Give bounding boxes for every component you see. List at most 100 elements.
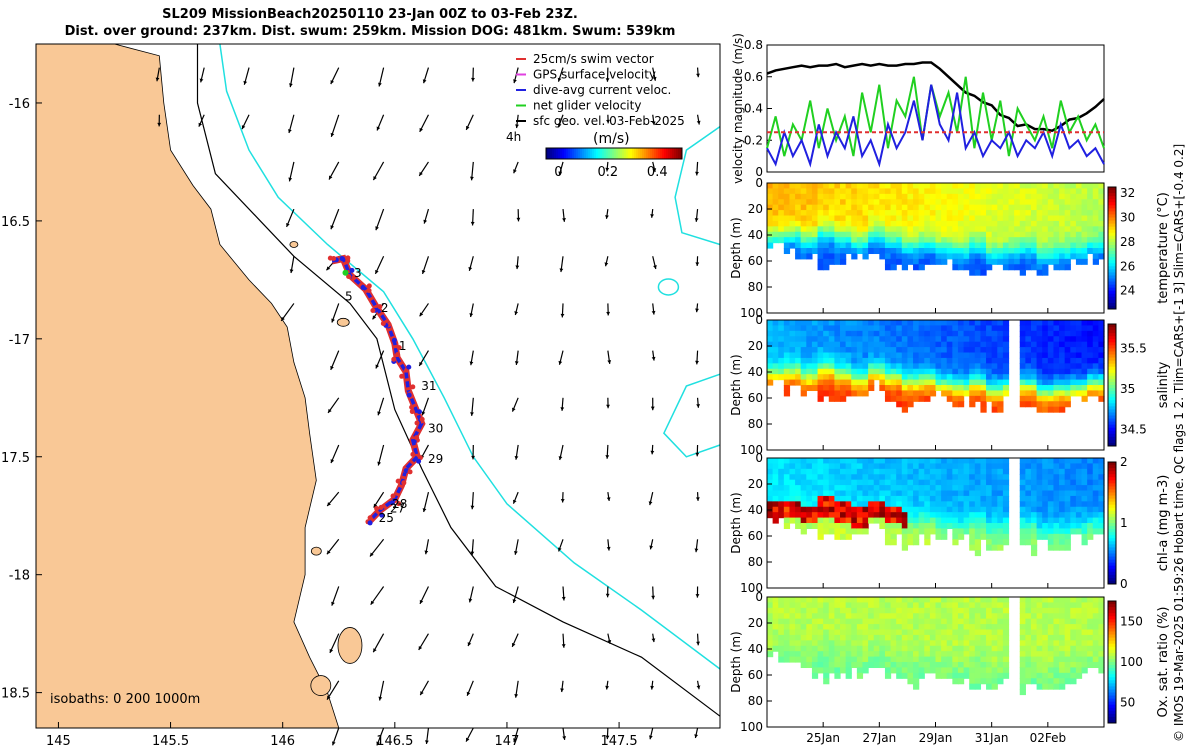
oxygen-section-cell [1019,602,1026,609]
oxygen-section-cell [851,645,858,652]
temperature-section-cell [1042,204,1049,211]
oxygen-section-cell [980,645,987,652]
temperature-section-cell [974,264,982,271]
glider-track-point [409,404,415,410]
temperature-section-cell [772,199,779,206]
isobath-1000m-offshore [674,125,721,246]
salinity-section-cell [811,385,819,392]
chlorophyll-section-cell [997,539,1004,546]
chlorophyll-section-cell [856,485,864,492]
temperature-section-cell [1092,253,1099,260]
oxygen-section-cell [795,651,802,658]
chlorophyll-section-cell [1030,528,1038,535]
salinity-section-ytick-label: 80 [748,417,763,431]
temperature-section-cell [957,199,965,206]
salinity-section-cell [924,352,931,359]
chlorophyll-section-cell [1064,463,1071,470]
geo-velocity-arrowhead [421,411,426,416]
temperature-section-cell [884,242,892,249]
salinity-section-cell [918,385,925,392]
chlorophyll-section-cell [1070,468,1077,475]
oxygen-section-cell [1087,607,1094,614]
oxygen-section-cell [856,629,864,636]
temperature-section-cell [1019,226,1026,233]
geo-velocity-arrowhead [330,225,335,230]
oxygen-section-cell [1075,640,1083,647]
salinity-section-cell [884,320,892,327]
chlorophyll-section-cell [828,512,835,519]
map-colorbar-cell [626,148,629,159]
salinity-section-cell [1030,357,1038,364]
title-line-2: Dist. over ground: 237km. Dist. swum: 25… [64,24,676,39]
salinity-section-cell [862,385,869,392]
temperature-section-cell [783,226,791,233]
salinity-section-cell [1019,347,1026,354]
salinity-section-ytick-label: 60 [748,391,763,405]
temperature-section-cell [1064,242,1071,249]
salinity-section-cell [1025,385,1032,392]
oxygen-section-cell [1053,678,1060,685]
chlorophyll-section-cell [868,479,875,486]
salinity-section-cell [840,320,847,327]
salinity-section-cell [873,368,880,375]
salinity-section-cell [1092,352,1099,359]
chlorophyll-section-cell [1047,501,1055,508]
temperature-section-cell [800,188,807,195]
temperature-section-cell [828,188,835,195]
chlorophyll-section-cell [1081,506,1088,513]
chlorophyll-section-cell [811,479,819,486]
chlorophyll-section-cell [918,523,925,530]
oxygen-section-cell [1047,618,1055,625]
map-colorbar-cell [566,148,569,159]
salinity-section-cell [986,385,993,392]
geo-velocity-arrowhead [605,167,610,172]
salinity-section-cell [840,352,847,359]
salinity-section-cell [828,325,835,332]
oxygen-section-cell [1092,656,1099,663]
temperature-section-cell [840,188,847,195]
oxygen-section-cell [1036,640,1043,647]
chlorophyll-section-cell [856,479,864,486]
chlorophyll-section-cell [997,544,1004,551]
temperature-section-cell [952,237,959,244]
chlorophyll-section-cell [1098,468,1105,475]
temperature-section-cell [991,231,998,238]
salinity-section-cell [1036,341,1043,348]
temperature-section-cell [778,188,785,195]
temperature-section-cell [946,204,953,211]
oxygen-section-cell [767,629,774,636]
oxygen-section-colorbar-cell [1108,640,1116,645]
chlorophyll-section-cell [800,512,807,519]
temperature-section-cell [1047,231,1055,238]
oxygen-section-colorbar-cell [1108,719,1116,724]
temperature-section-cell [963,183,970,190]
salinity-section-cell [946,347,953,354]
chlorophyll-section-cell [1081,468,1088,475]
temperature-section-cell [783,183,791,190]
oxygen-section-cell [828,656,835,663]
oxygen-section-cell [778,618,785,625]
salinity-section-cell [1019,374,1026,381]
temperature-section-cell [1092,188,1099,195]
temperature-section-cell [1075,237,1083,244]
salinity-section-cell [901,385,909,392]
chlorophyll-section-cell [957,468,965,475]
oxygen-section-cell [924,656,931,663]
salinity-section-cell [974,320,982,327]
day-label: 25 [379,511,394,525]
oxygen-section-cell [840,607,847,614]
geo-velocity-arrowhead [241,125,246,130]
salinity-section-cell [1053,347,1060,354]
oxygen-section-cell [811,640,819,647]
temperature-section-cell [778,226,785,233]
geo-velocity-arrowhead [419,599,424,604]
chlorophyll-section-cell [1064,458,1071,465]
oxygen-section-cell [845,656,852,663]
salinity-section-cell [873,330,880,337]
salinity-section-cell [828,320,835,327]
oxygen-section-cell [1036,672,1043,679]
oxygen-section-cell [952,667,959,674]
salinity-section-cell [856,341,864,348]
chlorophyll-section-colorbar-cell [1108,577,1116,582]
oxygen-section-cell [935,656,942,663]
